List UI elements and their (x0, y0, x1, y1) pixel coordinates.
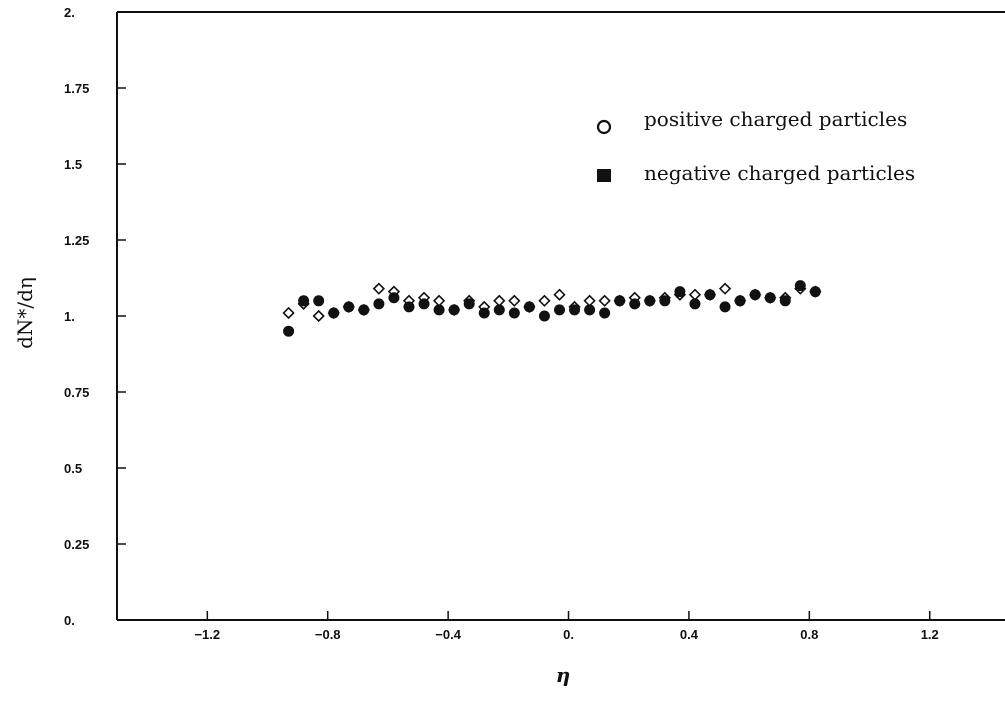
negative-point (358, 304, 370, 316)
negative-point (794, 280, 806, 292)
positive-point (508, 294, 521, 307)
y-tick-label: 0.75 (64, 385, 89, 400)
x-tick-label: 0.8 (800, 627, 818, 642)
legend-marker-negative (597, 169, 611, 182)
negative-point (584, 304, 596, 316)
y-tick-label: 0.25 (64, 537, 89, 552)
positive-point (493, 294, 506, 307)
y-tick-label: 0. (64, 613, 75, 628)
negative-point (734, 295, 746, 307)
negative-point (674, 286, 686, 298)
x-tick-label: 1.2 (921, 627, 939, 642)
negative-point (629, 298, 641, 310)
negative-point (463, 298, 475, 310)
positive-point (282, 306, 295, 320)
negative-point (298, 295, 310, 307)
positive-point (718, 282, 732, 295)
negative-point (764, 292, 776, 304)
x-tick-label: 0.4 (680, 627, 699, 642)
legend-label-positive: positive charged particles (644, 107, 907, 131)
negative-point (659, 295, 671, 307)
y-tick-label: 1.75 (64, 81, 89, 96)
legend-label-negative: negative charged particles (644, 161, 915, 185)
positive-point (688, 288, 702, 301)
negative-point (644, 295, 656, 307)
y-tick-label: 0.5 (64, 461, 82, 476)
negative-point (388, 292, 400, 304)
negative-point (373, 298, 385, 310)
y-tick-label: 1.5 (64, 157, 82, 172)
negative-point (689, 298, 701, 310)
positive-point (538, 294, 551, 307)
negative-point (343, 301, 355, 313)
negative-point (704, 289, 716, 301)
positive-point (583, 294, 596, 307)
positive-point (553, 288, 566, 301)
legend-marker-positive (596, 119, 612, 135)
negative-point (433, 304, 445, 316)
x-tick-label: 0. (563, 627, 574, 642)
negative-point (614, 295, 626, 307)
negative-point (538, 310, 550, 322)
negative-point (418, 298, 430, 310)
negative-point (599, 307, 611, 319)
negative-point (719, 301, 731, 313)
negative-point (809, 286, 821, 298)
negative-point (553, 304, 565, 316)
y-tick-label: 1.25 (64, 233, 89, 248)
y-axis-label: dN*/dη (13, 277, 37, 349)
x-axis-label: η (556, 663, 571, 687)
negative-point (493, 304, 505, 316)
y-tick-label: 1. (64, 309, 75, 324)
x-tick-label: −0.8 (315, 627, 341, 642)
negative-point (508, 307, 520, 319)
positive-point (312, 309, 325, 323)
positive-point (372, 282, 386, 295)
negative-point (749, 289, 761, 301)
x-axis-ticks: −1.2 −0.8 −0.4 0. 0.4 0.8 1.2 (194, 611, 939, 642)
negative-point (448, 304, 460, 316)
y-tick-label: 2. (64, 5, 75, 20)
positive-point (598, 294, 611, 307)
data-points (282, 280, 822, 337)
x-tick-label: −0.4 (435, 627, 461, 642)
positive-point (432, 294, 446, 307)
negative-point (478, 307, 490, 319)
x-tick-label: −1.2 (194, 627, 220, 642)
plot-frame (116, 11, 1005, 621)
negative-point (523, 301, 535, 313)
negative-point (313, 295, 325, 307)
negative-point (569, 304, 581, 316)
negative-point (403, 301, 415, 313)
negative-point (779, 295, 791, 307)
y-axis-ticks: 0. 0.25 0.5 0.75 1. 1.25 1.5 1.75 2. (64, 5, 126, 628)
legend: positive charged particles negative char… (596, 107, 915, 185)
negative-point (328, 307, 340, 319)
negative-point (283, 325, 295, 337)
